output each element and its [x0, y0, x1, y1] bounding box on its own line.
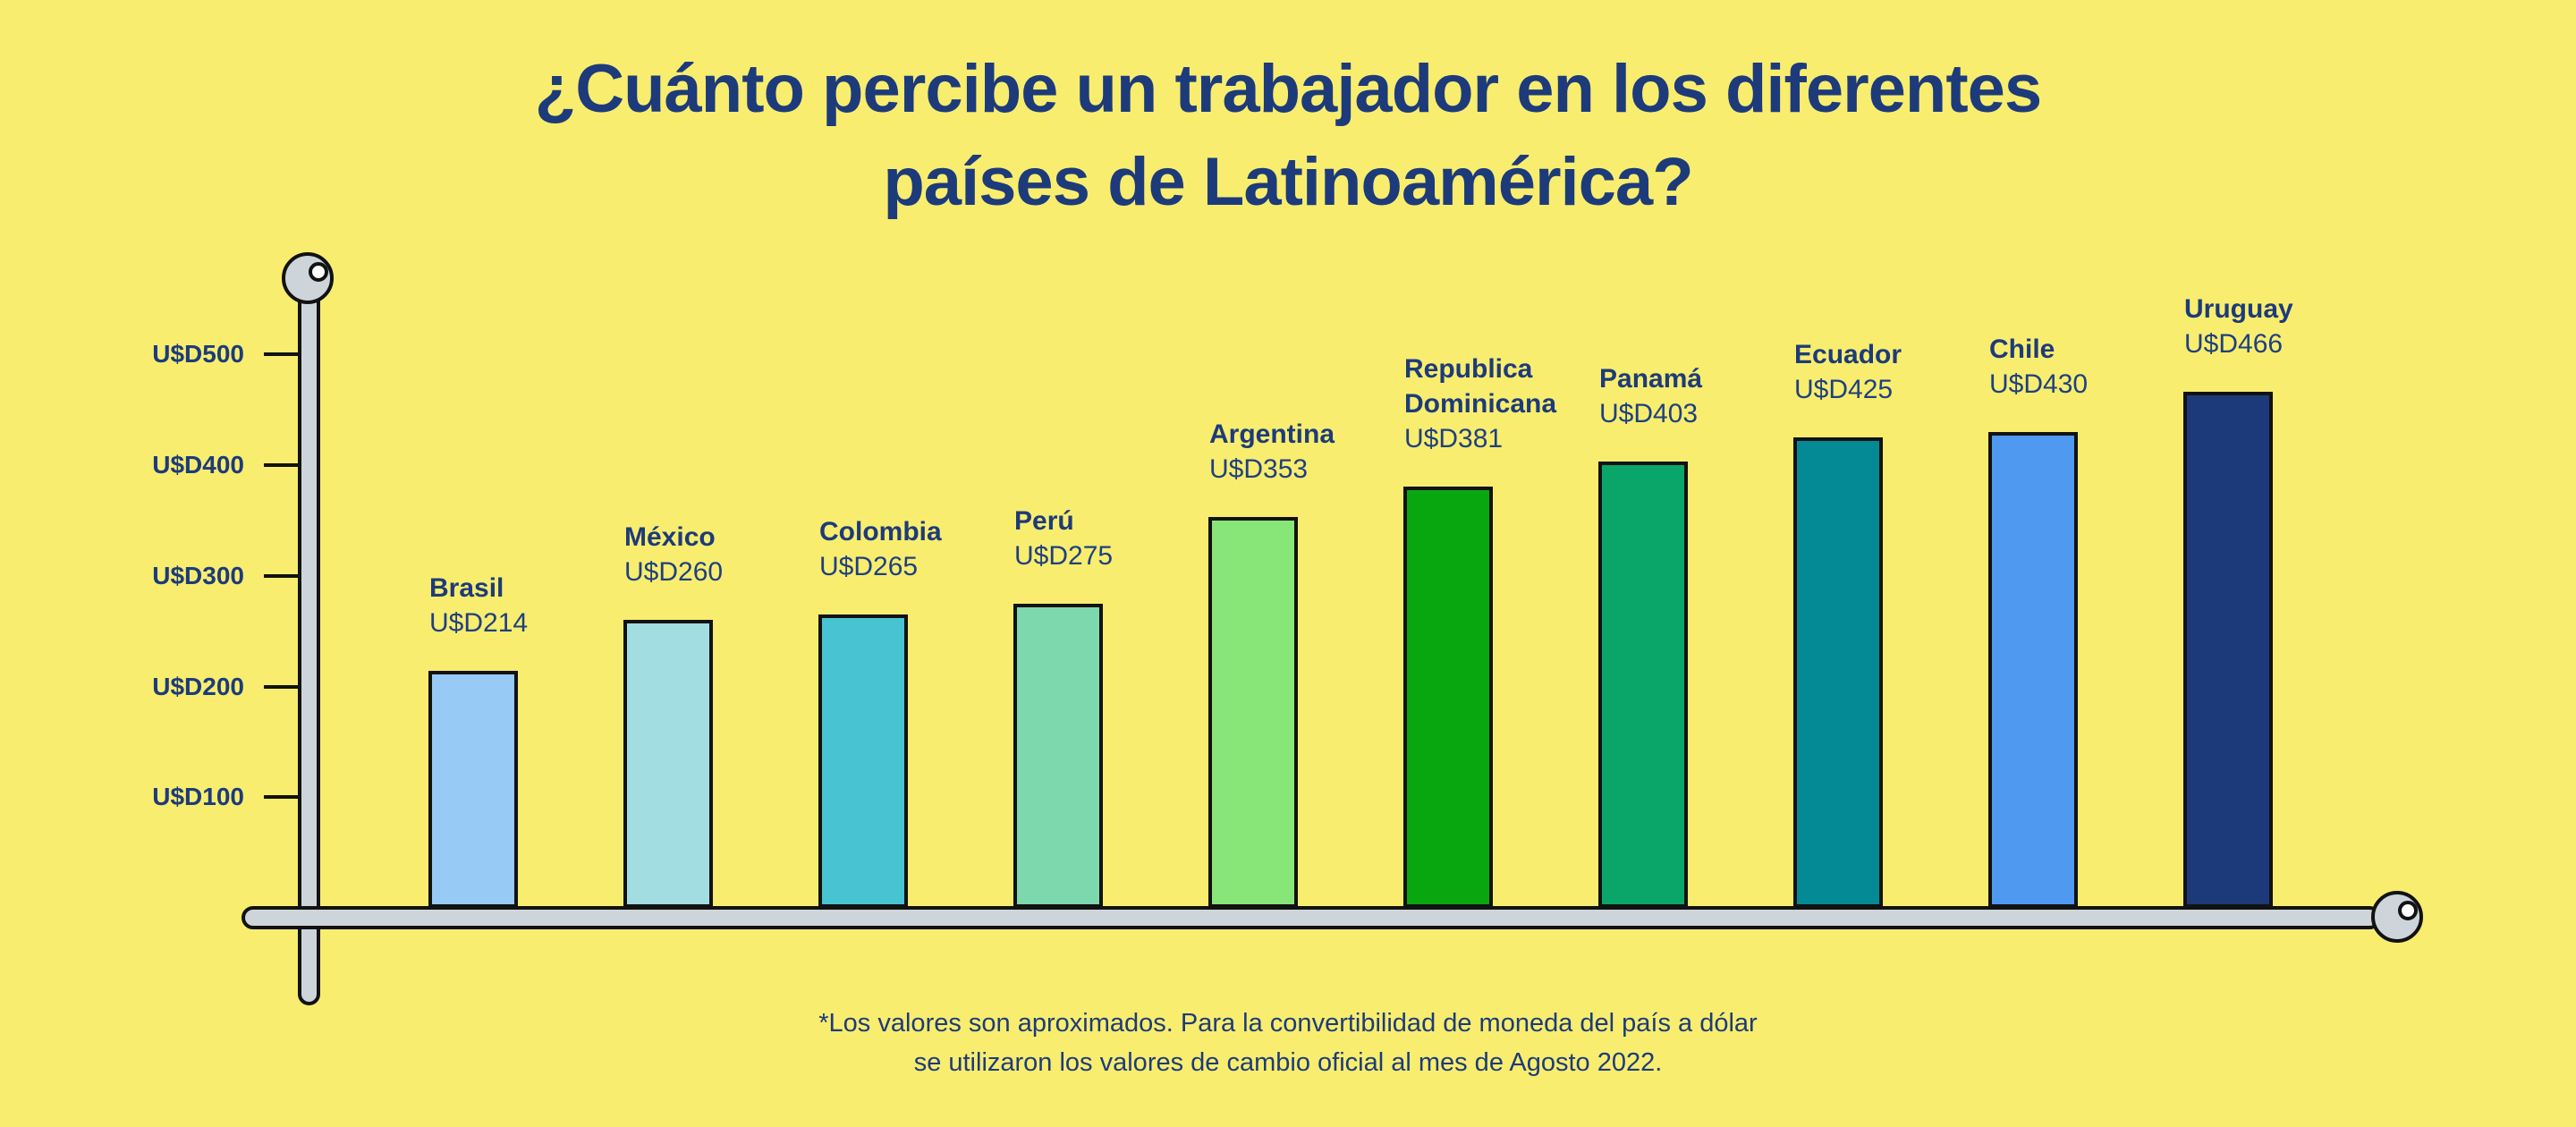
bar-value: U$D381 — [1404, 424, 1504, 453]
bar-ecuador — [1793, 437, 1883, 908]
bar-value: U$D260 — [624, 557, 724, 587]
bar-label-méxico: México U$D260 — [624, 520, 814, 589]
bar-republica-dominicana — [1403, 487, 1493, 908]
y-tick-label: U$D400 — [152, 451, 244, 479]
x-axis-knob — [2371, 891, 2423, 943]
bar-label-brasil: Brasil U$D214 — [429, 571, 619, 640]
footnote-line2: se utilizaron los valores de cambio ofic… — [913, 1048, 1663, 1077]
y-tick-mark — [264, 573, 301, 578]
y-tick-mark — [264, 463, 301, 467]
bar-country-name: Chile — [1989, 335, 2055, 364]
chart-title-line2: países de Latinoamérica? — [883, 144, 1693, 220]
y-axis-pole — [298, 270, 320, 1005]
bar-argentina — [1208, 517, 1298, 908]
bar-country-name: Republica Dominicana — [1404, 354, 1557, 419]
bar-value: U$D425 — [1794, 375, 1894, 404]
bar-brasil — [428, 671, 518, 908]
bar-perú — [1013, 604, 1103, 908]
bar-label-colombia: Colombia U$D265 — [819, 514, 1009, 584]
bar-label-ecuador: Ecuador U$D425 — [1794, 337, 1984, 407]
bar-country-name: Uruguay — [2184, 294, 2293, 324]
bar-value: U$D403 — [1599, 399, 1699, 428]
y-tick-label: U$D500 — [152, 340, 244, 369]
bar-value: U$D353 — [1209, 454, 1309, 484]
bar-uruguay — [2183, 392, 2273, 908]
bar-label-chile: Chile U$D430 — [1989, 332, 2179, 402]
bar-label-uruguay: Uruguay U$D466 — [2184, 292, 2374, 361]
bar-méxico — [623, 620, 713, 908]
bar-label-argentina: Argentina U$D353 — [1209, 417, 1399, 487]
y-tick-label: U$D300 — [152, 561, 244, 589]
bar-value: U$D466 — [2184, 329, 2284, 359]
x-axis-knob-hole — [2398, 901, 2418, 920]
bar-country-name: Argentina — [1209, 419, 1335, 449]
bar-label-panamá: Panamá U$D403 — [1599, 361, 1789, 431]
bar-country-name: Ecuador — [1794, 340, 1902, 369]
bar-label-perú: Perú U$D275 — [1014, 504, 1204, 573]
y-axis-knob — [282, 252, 334, 304]
chart-title: ¿Cuánto percibe un trabajador en los dif… — [0, 43, 2576, 229]
footnote: *Los valores son aproximados. Para la co… — [0, 1004, 2576, 1082]
bar-value: U$D265 — [819, 552, 919, 581]
chart-title-line1: ¿Cuánto percibe un trabajador en los dif… — [534, 51, 2042, 127]
bar-value: U$D275 — [1014, 541, 1114, 571]
bar-country-name: México — [624, 522, 716, 552]
bar-chile — [1988, 432, 2078, 908]
y-tick-mark — [264, 352, 301, 357]
y-tick-mark — [264, 795, 301, 800]
y-tick-label: U$D200 — [152, 672, 244, 700]
bar-colombia — [818, 614, 908, 908]
bar-country-name: Panamá — [1599, 364, 1703, 394]
y-tick-mark — [264, 684, 301, 689]
bar-value: U$D430 — [1989, 369, 2089, 399]
footnote-line1: *Los valores son aproximados. Para la co… — [818, 1009, 1758, 1038]
x-axis-bar — [242, 906, 2381, 929]
y-axis-knob-hole — [309, 262, 328, 282]
y-tick-label: U$D100 — [152, 783, 244, 811]
bar-panamá — [1598, 462, 1688, 908]
bar-country-name: Colombia — [819, 517, 942, 547]
bar-country-name: Perú — [1014, 506, 1074, 536]
bar-value: U$D214 — [429, 608, 529, 638]
bar-label-republica-dominicana: Republica Dominicana U$D381 — [1404, 352, 1594, 456]
bar-country-name: Brasil — [429, 573, 504, 603]
